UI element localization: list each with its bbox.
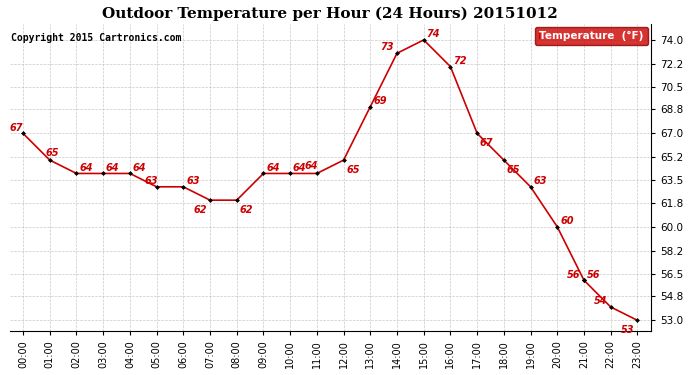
- Text: 54: 54: [594, 296, 607, 306]
- Text: 64: 64: [266, 163, 279, 172]
- Text: 62: 62: [193, 205, 207, 214]
- Text: 62: 62: [239, 205, 253, 214]
- Legend: Temperature  (°F): Temperature (°F): [535, 27, 648, 45]
- Text: 64: 64: [293, 163, 306, 172]
- Text: 64: 64: [106, 163, 119, 172]
- Text: 63: 63: [144, 176, 157, 186]
- Text: 72: 72: [453, 56, 466, 66]
- Title: Outdoor Temperature per Hour (24 Hours) 20151012: Outdoor Temperature per Hour (24 Hours) …: [102, 7, 558, 21]
- Text: 53: 53: [621, 325, 634, 335]
- Text: 69: 69: [373, 96, 386, 106]
- Text: 64: 64: [304, 161, 318, 171]
- Text: 63: 63: [186, 176, 199, 186]
- Text: 64: 64: [79, 163, 92, 172]
- Text: Copyright 2015 Cartronics.com: Copyright 2015 Cartronics.com: [11, 33, 181, 43]
- Text: 67: 67: [9, 123, 23, 133]
- Text: 67: 67: [480, 138, 493, 148]
- Text: 74: 74: [426, 29, 440, 39]
- Text: 56: 56: [567, 270, 581, 279]
- Text: 56: 56: [586, 270, 600, 279]
- Text: 65: 65: [46, 148, 59, 158]
- Text: 63: 63: [533, 176, 547, 186]
- Text: 65: 65: [346, 165, 360, 175]
- Text: 73: 73: [380, 42, 394, 52]
- Text: 65: 65: [506, 165, 520, 175]
- Text: 64: 64: [132, 163, 146, 172]
- Text: 60: 60: [560, 216, 573, 226]
